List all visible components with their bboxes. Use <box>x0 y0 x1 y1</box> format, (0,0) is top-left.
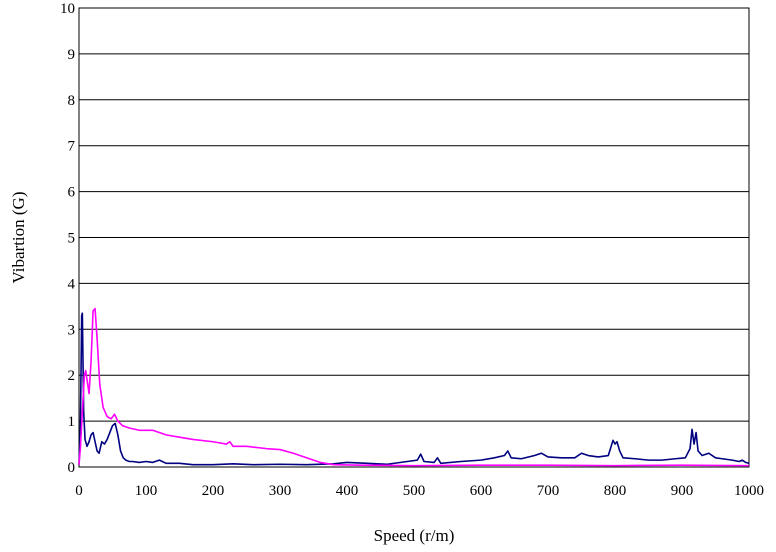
series-layer <box>78 307 750 467</box>
y-tick-label: 7 <box>68 139 76 155</box>
y-tick-label: 3 <box>68 322 76 338</box>
y-tick-label: 1 <box>68 414 76 430</box>
x-tick-label: 800 <box>604 483 627 499</box>
x-tick-label: 0 <box>75 483 83 499</box>
y-tick-label: 9 <box>68 47 76 63</box>
y-tick-label: 6 <box>68 185 76 201</box>
x-tick-label: 100 <box>135 483 158 499</box>
x-tick-label: 700 <box>537 483 560 499</box>
y-tick-label: 5 <box>68 231 76 247</box>
x-tick-labels: 0 100 200 300 400 500 600 700 800 900 1000 <box>75 483 764 499</box>
x-tick-label: 900 <box>671 483 694 499</box>
gridlines <box>79 53 749 422</box>
x-tick-label: 300 <box>269 483 292 499</box>
y-tick-label: 0 <box>68 460 76 476</box>
y-axis-title: Vibartion (G) <box>9 192 28 284</box>
x-tick-label: 600 <box>470 483 493 499</box>
y-tick-label: 8 <box>68 93 76 109</box>
x-tick-label: 500 <box>403 483 426 499</box>
y-tick-labels: 0 1 2 3 4 5 6 7 8 9 10 <box>60 1 76 476</box>
series-line-2 <box>78 307 750 467</box>
x-axis-title: Speed (r/m) <box>374 526 455 545</box>
y-tick-label: 4 <box>68 276 76 292</box>
y-tick-label: 2 <box>68 368 76 384</box>
series-line-1 <box>78 312 750 466</box>
plot-area-frame <box>78 7 750 468</box>
x-tick-label: 1000 <box>734 483 764 499</box>
x-tick-label: 200 <box>202 483 225 499</box>
y-tick-label: 10 <box>60 1 75 17</box>
x-tick-label: 400 <box>336 483 359 499</box>
